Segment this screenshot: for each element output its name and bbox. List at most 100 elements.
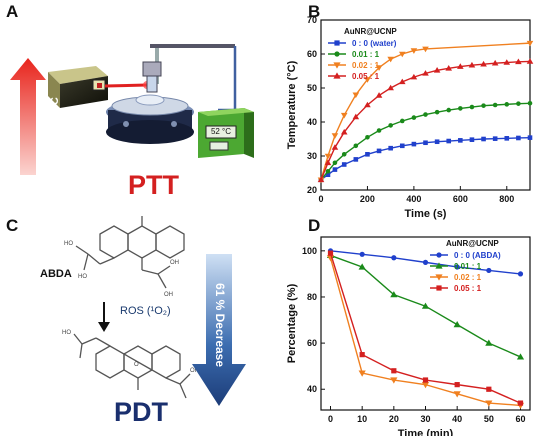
legend-entry: 0.01 : 1 xyxy=(352,50,380,59)
data-point xyxy=(453,321,461,328)
data-point xyxy=(410,48,418,54)
data-point xyxy=(340,128,348,135)
panel-c-letter: C xyxy=(6,216,19,235)
legend-entry: 0 : 0 (water) xyxy=(352,39,397,48)
data-point xyxy=(504,136,510,141)
data-point xyxy=(317,176,325,183)
data-point xyxy=(468,61,476,68)
data-point xyxy=(410,73,418,80)
data-point xyxy=(526,58,534,64)
data-point xyxy=(458,106,463,111)
data-point xyxy=(388,123,393,128)
data-point xyxy=(340,112,348,119)
data-point xyxy=(387,56,394,63)
x-tick-label: 800 xyxy=(499,194,514,204)
data-point xyxy=(454,264,460,270)
data-point xyxy=(324,153,332,160)
data-point xyxy=(481,103,486,108)
data-point xyxy=(332,160,338,166)
x-tick-label: 200 xyxy=(360,194,375,204)
legend-entry: 0.05 : 1 xyxy=(352,72,380,81)
data-point xyxy=(423,140,428,146)
y-tick-label: 70 xyxy=(307,15,317,25)
data-point xyxy=(411,141,417,147)
data-point xyxy=(421,302,430,309)
data-point xyxy=(515,58,522,65)
data-point xyxy=(446,107,452,113)
data-point xyxy=(485,339,493,346)
legend-title: AuNR@UCNP xyxy=(344,27,397,36)
data-point xyxy=(325,172,331,177)
data-point xyxy=(331,133,339,139)
legend-marker xyxy=(334,51,340,57)
x-axis-label: Time (s) xyxy=(405,208,447,220)
x-tick-label: 0 xyxy=(318,194,323,204)
legend-marker xyxy=(436,252,442,258)
reaction-arrow-icon xyxy=(98,322,110,332)
data-point xyxy=(359,251,365,257)
svg-text:OH: OH xyxy=(164,292,173,298)
data-point xyxy=(375,92,383,98)
data-point xyxy=(390,377,398,384)
svg-text:HO: HO xyxy=(64,241,73,247)
y-tick-label: 40 xyxy=(307,117,317,127)
x-tick-label: 0 xyxy=(328,414,333,424)
data-point xyxy=(390,291,398,298)
data-point xyxy=(421,382,430,389)
legend-marker xyxy=(435,262,443,269)
data-point xyxy=(387,84,394,91)
svg-text:HO: HO xyxy=(78,274,87,280)
x-tick-label: 60 xyxy=(515,414,525,424)
y-tick-label: 40 xyxy=(307,384,317,394)
laser-beam xyxy=(104,83,148,88)
data-point xyxy=(341,152,347,157)
y-tick-label: 30 xyxy=(307,151,317,161)
data-point xyxy=(411,115,417,120)
legend-marker xyxy=(333,62,341,69)
legend-entry: 0 : 0 (ABDA) xyxy=(454,251,501,260)
x-tick-label: 40 xyxy=(452,414,462,424)
y-axis-label: Percentage (%) xyxy=(286,283,298,363)
data-point xyxy=(399,118,405,124)
data-point xyxy=(422,259,429,265)
data-point xyxy=(422,46,429,53)
data-point xyxy=(364,77,371,83)
ptt-title: PTT xyxy=(128,170,179,200)
abda-molecule-icon xyxy=(75,216,185,289)
legend-marker xyxy=(436,285,442,291)
data-point xyxy=(353,157,359,162)
ros-label: ROS (¹O₂) xyxy=(120,305,171,317)
data-point xyxy=(353,143,359,149)
pdt-title: PDT xyxy=(114,397,168,427)
data-point xyxy=(527,135,533,140)
data-point xyxy=(325,169,331,174)
y-tick-label: 60 xyxy=(307,49,317,59)
thermometer-display-icon xyxy=(198,108,254,158)
data-point xyxy=(376,148,382,154)
data-point xyxy=(486,386,492,392)
y-tick-label: 50 xyxy=(307,83,317,93)
data-point xyxy=(458,138,463,143)
data-point xyxy=(457,63,464,69)
data-point xyxy=(453,391,461,398)
legend-marker xyxy=(435,274,443,281)
clamp-stand xyxy=(142,44,235,93)
thermometer-reading: 52 °C xyxy=(210,127,232,136)
data-point xyxy=(364,101,371,108)
data-point xyxy=(486,267,492,274)
data-point xyxy=(324,159,332,166)
data-point xyxy=(331,144,339,150)
data-point xyxy=(503,59,511,65)
x-axis-label: Time (min) xyxy=(398,428,454,436)
data-point xyxy=(341,162,347,167)
data-point xyxy=(485,400,493,407)
data-point xyxy=(527,101,533,106)
data-point xyxy=(375,65,383,71)
data-point xyxy=(446,138,452,144)
data-point xyxy=(422,377,429,383)
y-axis-label: Temperature (°C) xyxy=(286,60,298,149)
x-tick-label: 400 xyxy=(406,194,421,204)
data-point xyxy=(398,78,406,85)
data-point xyxy=(391,368,397,374)
